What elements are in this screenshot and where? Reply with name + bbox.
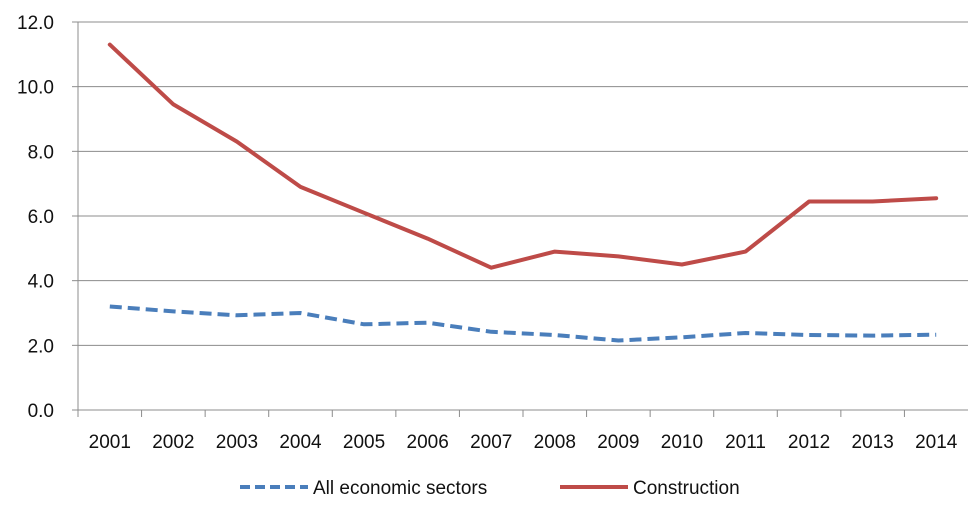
series-lines: [107, 42, 939, 343]
data-point: [616, 254, 620, 258]
data-point: [616, 338, 620, 342]
data-point: [553, 333, 557, 337]
gridlines: [78, 21, 968, 346]
data-point: [426, 237, 430, 241]
data-point: [362, 211, 366, 215]
series-line-construction: [107, 42, 939, 270]
data-point: [680, 335, 684, 339]
x-tick-label: 2011: [725, 432, 766, 453]
data-point: [299, 311, 303, 315]
data-point: [934, 196, 938, 200]
data-point: [744, 250, 748, 254]
y-tick-label: 4.0: [28, 272, 54, 293]
data-point: [171, 309, 175, 313]
y-tick-label: 2.0: [28, 336, 54, 357]
legend-label: All economic sectors: [313, 478, 487, 499]
legend-label: Construction: [633, 478, 740, 499]
x-tick-label: 2012: [788, 432, 830, 453]
data-point: [871, 199, 875, 203]
data-point: [489, 330, 493, 334]
y-tick-label: 8.0: [28, 142, 54, 163]
legend-entry: Construction: [560, 478, 740, 499]
data-point: [934, 333, 938, 337]
data-point: [235, 140, 239, 144]
data-point: [171, 102, 175, 106]
data-point: [680, 263, 684, 267]
legend-entry: All economic sectors: [240, 478, 487, 499]
y-tick-label: 12.0: [17, 13, 54, 34]
x-tick-label: 2008: [534, 432, 576, 453]
x-tick-label: 2001: [89, 432, 131, 453]
x-tick-label: 2006: [407, 432, 449, 453]
data-point: [108, 43, 112, 47]
x-tick-label: 2014: [915, 432, 958, 453]
data-point: [108, 305, 112, 309]
x-tick-label: 2002: [152, 432, 194, 453]
y-tick-labels: 0.0 2.0 4.0 6.0 8.0 10.0 12.0: [17, 13, 54, 422]
x-tick-label: 2004: [279, 432, 322, 453]
x-tick-label: 2013: [852, 432, 894, 453]
x-tick-label: 2007: [470, 432, 512, 453]
y-tick-label: 10.0: [17, 78, 54, 99]
x-tick-label: 2009: [597, 432, 639, 453]
x-tick-label: 2005: [343, 432, 385, 453]
data-point: [744, 331, 748, 335]
data-point: [807, 199, 811, 203]
x-tick-label: 2003: [216, 432, 258, 453]
data-point: [489, 266, 493, 270]
data-point: [553, 250, 557, 254]
data-point: [235, 313, 239, 317]
axes: [72, 21, 968, 417]
data-point: [807, 333, 811, 337]
x-tick-labels: 2001 2002 2003 2004 2005 2006 2007 2008 2009 2010…: [89, 432, 958, 453]
legend: All economic sectors Construction: [240, 478, 740, 499]
data-point: [299, 185, 303, 189]
x-tick-label: 2010: [661, 432, 703, 453]
data-point: [426, 321, 430, 325]
data-point: [362, 322, 366, 326]
y-tick-label: 0.0: [28, 401, 54, 422]
data-point: [871, 334, 875, 338]
y-tick-label: 6.0: [28, 207, 54, 228]
series-line-all-economic-sectors: [109, 304, 937, 343]
